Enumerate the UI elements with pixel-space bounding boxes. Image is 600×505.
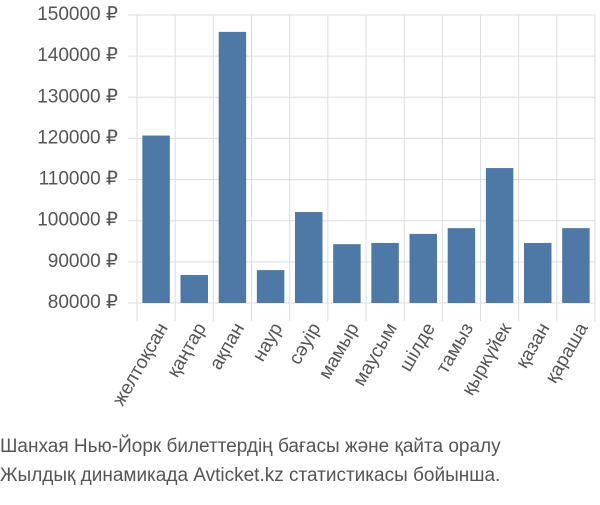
bar (524, 242, 552, 303)
y-tick-label: 80000 ₽ (48, 292, 118, 313)
y-tick-label: 90000 ₽ (48, 251, 118, 272)
y-tick-label: 150000 ₽ (37, 4, 118, 25)
x-tick-label: ақпан (206, 320, 249, 374)
caption-line: Шанхая Нью-Йорк билеттердің бағасы және … (0, 435, 501, 457)
bar (295, 212, 323, 303)
bar (180, 275, 208, 303)
x-tick-label: сәуір (285, 320, 325, 369)
y-tick-label: 130000 ₽ (37, 86, 118, 107)
bar (371, 242, 399, 303)
y-tick-label: 120000 ₽ (37, 127, 118, 148)
bar (218, 31, 247, 304)
bar (562, 228, 590, 303)
y-tick-label: 140000 ₽ (37, 45, 118, 66)
bar (447, 228, 476, 303)
bar (485, 168, 514, 303)
x-tick-label: желтоқсан (109, 320, 173, 410)
y-tick-label: 100000 ₽ (37, 210, 118, 231)
bar (256, 270, 285, 303)
bar (409, 233, 437, 303)
x-tick-label: наур (249, 320, 288, 366)
bar (142, 135, 170, 303)
caption-line: Жылдық динамикада Avticket.kz статистика… (0, 465, 500, 486)
y-tick-label: 110000 ₽ (39, 169, 118, 190)
bar (333, 244, 361, 303)
